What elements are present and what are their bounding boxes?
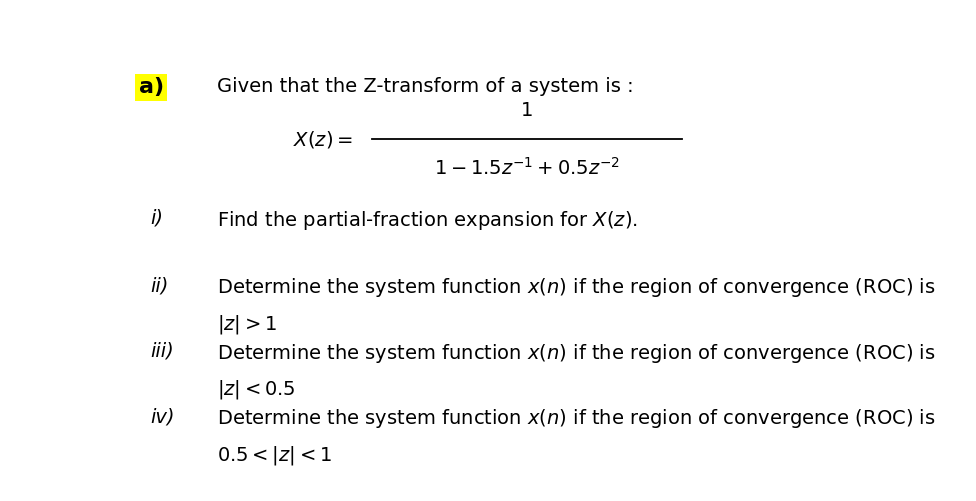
Text: $|z| > 1$: $|z| > 1$ (217, 313, 276, 336)
Text: Determine the system function $x(n)$ if the region of convergence (ROC) is: Determine the system function $x(n)$ if … (217, 407, 935, 430)
Text: iii): iii) (150, 342, 175, 361)
Text: Find the partial-fraction expansion for $X(z)$.: Find the partial-fraction expansion for … (217, 208, 637, 231)
Text: $1$: $1$ (520, 101, 533, 120)
Text: Determine the system function $x(n)$ if the region of convergence (ROC) is: Determine the system function $x(n)$ if … (217, 342, 935, 365)
Text: iv): iv) (150, 407, 176, 426)
Text: i): i) (150, 208, 164, 227)
Text: $1 - 1.5z^{-1} + 0.5z^{-2}$: $1 - 1.5z^{-1} + 0.5z^{-2}$ (433, 157, 620, 179)
Text: $X(z) =$: $X(z) =$ (293, 129, 352, 150)
Text: ii): ii) (150, 276, 169, 295)
Text: $|z| < 0.5$: $|z| < 0.5$ (217, 378, 295, 401)
Text: a): a) (139, 78, 164, 98)
Text: Given that the Z-transform of a system is :: Given that the Z-transform of a system i… (217, 78, 633, 97)
Text: $0.5 < |z| < 1$: $0.5 < |z| < 1$ (217, 444, 332, 467)
Text: Determine the system function $x(n)$ if the region of convergence (ROC) is: Determine the system function $x(n)$ if … (217, 276, 935, 299)
